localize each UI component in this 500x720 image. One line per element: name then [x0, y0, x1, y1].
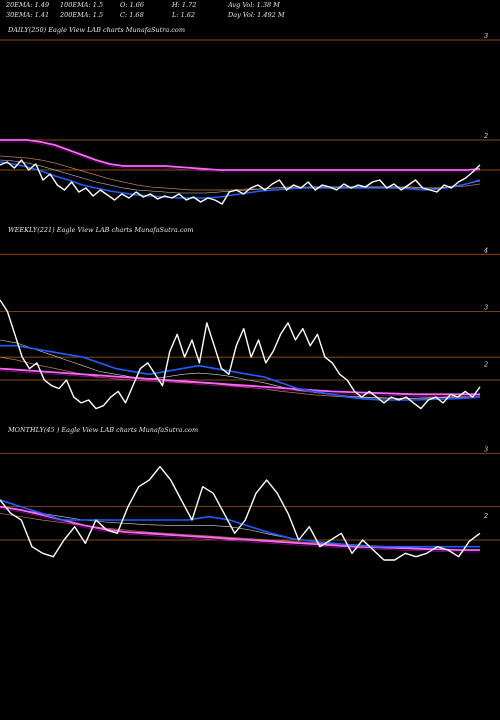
header-stat-30ema: 30EMA: 1.41 — [6, 11, 50, 19]
monthly-ytick-3: 3 — [484, 445, 488, 453]
weekly-ytick-3: 3 — [484, 303, 488, 311]
header-stat-l: L: 1.62 — [172, 11, 196, 19]
monthly-series-ema-slow — [0, 505, 480, 551]
weekly-series-ema-slow — [0, 367, 480, 396]
header-stat-20ema: 20EMA: 1.49 — [6, 1, 50, 9]
weekly-series-ema-light — [0, 339, 481, 399]
monthly-series-ema-fast — [0, 499, 480, 548]
daily-series-ema-slow — [0, 139, 481, 171]
header-stat-200ema: 200EMA: 1.5 — [60, 11, 104, 19]
daily-ytick-2: 2 — [483, 132, 488, 140]
weekly-series-price — [0, 299, 481, 410]
daily-ytick-3: 3 — [484, 32, 488, 40]
weekly-series-ema-slow-shadow — [0, 370, 480, 397]
daily-series-ema-slow-shadow — [0, 141, 481, 173]
daily-series-ema-light — [0, 159, 481, 194]
daily-panel-title: DAILY(250) Eagle View LAB charts MunafaS… — [8, 26, 185, 34]
daily-series-price — [0, 159, 481, 205]
weekly-ytick-2: 2 — [483, 361, 488, 369]
monthly-ytick-2: 2 — [483, 512, 488, 520]
weekly-ytick-4: 4 — [483, 246, 488, 254]
header-stat-h: H: 1.72 — [172, 1, 197, 9]
monthly-panel-title: MONTHLY(45 ) Eagle View LAB charts Munaf… — [8, 426, 199, 434]
header-stat-100ema: 100EMA: 1.5 — [60, 1, 104, 9]
header-stat-c: C: 1.68 — [120, 11, 144, 19]
header-stat-o: O: 1.66 — [120, 1, 145, 9]
monthly-series-ema-slow-shadow — [0, 508, 480, 553]
weekly-panel-title: WEEKLY(221) Eagle View LAB charts Munafa… — [8, 226, 194, 234]
header-stat-avgvol: Avg Vol: 1.38 M — [228, 1, 280, 9]
header-stat-dayvol: Day Vol: 1.492 M — [228, 11, 285, 19]
monthly-series-price — [0, 466, 481, 561]
